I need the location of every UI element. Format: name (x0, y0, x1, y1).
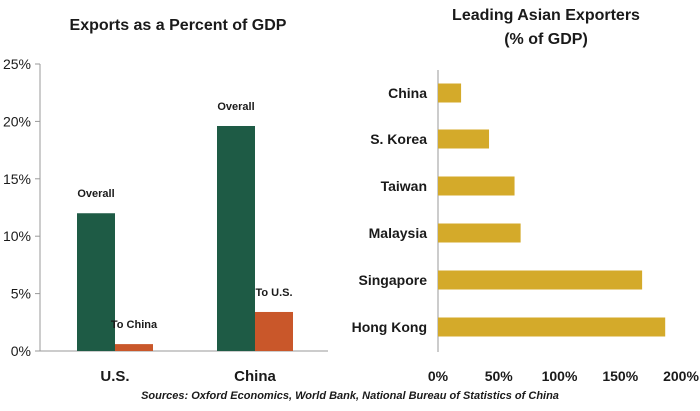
right-category-label: Malaysia (369, 225, 428, 241)
left-y-tick-label: 25% (3, 56, 31, 72)
left-chart-y-ticks: 0% 5% 10% 15% 20% 25% (3, 56, 40, 359)
right-chart-categories: China S. Korea Taiwan Malaysia Singapore Hong… (352, 85, 428, 335)
bar-asian-exporter (438, 129, 490, 149)
left-category-label: China (234, 368, 276, 385)
bar-label-overall: Overall (217, 101, 254, 113)
left-category-label: U.S. (100, 368, 129, 385)
bar-bilateral (255, 311, 293, 351)
right-x-tick-label: 0% (428, 368, 449, 384)
right-category-label: Hong Kong (352, 319, 427, 335)
bar-label-overall: Overall (77, 188, 114, 200)
right-x-tick-label: 200% (663, 368, 699, 384)
right-category-label: S. Korea (370, 131, 427, 147)
bar-asian-exporter (438, 176, 515, 196)
bar-bilateral (115, 344, 153, 351)
bar-overall (77, 213, 115, 351)
bar-label-bilateral: To China (111, 319, 158, 331)
right-x-tick-label: 150% (602, 368, 638, 384)
bar-asian-exporter (438, 270, 643, 290)
right-x-tick-label: 100% (542, 368, 578, 384)
left-y-tick-label: 10% (3, 228, 31, 244)
right-category-label: China (388, 85, 427, 101)
bar-overall (217, 125, 255, 351)
bar-asian-exporter (438, 223, 521, 243)
left-chart-bars: Overall To China Overall To U.S. (77, 101, 293, 351)
left-y-tick-label: 15% (3, 171, 31, 187)
left-chart-categories: U.S. China (100, 368, 276, 385)
left-y-tick-label: 20% (3, 113, 31, 129)
source-note: Sources: Oxford Economics, World Bank, N… (141, 390, 559, 402)
bar-asian-exporter (438, 317, 666, 337)
right-chart-bars (438, 83, 666, 337)
right-chart-title: Leading Asian Exporters (452, 7, 640, 24)
bar-label-bilateral: To U.S. (255, 287, 292, 299)
bar-asian-exporter (438, 83, 462, 103)
right-x-tick-label: 50% (485, 368, 514, 384)
left-chart-title: Exports as a Percent of GDP (70, 17, 287, 34)
left-y-tick-label: 0% (11, 343, 31, 359)
right-category-label: Singapore (359, 272, 428, 288)
right-chart-subtitle: (% of GDP) (504, 31, 588, 48)
right-chart-x-ticks: 0% 50% 100% 150% 200% (428, 368, 700, 384)
left-y-tick-label: 5% (11, 286, 31, 302)
right-category-label: Taiwan (381, 178, 427, 194)
